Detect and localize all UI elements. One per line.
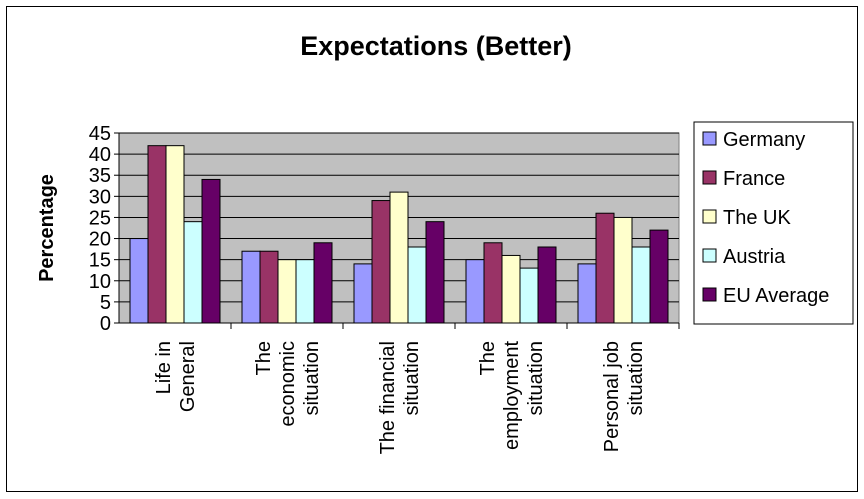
- y-tick-label: 25: [89, 207, 111, 229]
- bar: [425, 221, 445, 324]
- axes-group: [114, 132, 680, 329]
- bar: [537, 246, 557, 324]
- y-tick-label: 40: [89, 144, 111, 166]
- y-tick-label: 0: [100, 313, 111, 335]
- y-tick-label: 35: [89, 165, 111, 187]
- bar: [259, 250, 279, 324]
- bar-chart: Expectations (Better) Percentage 0510152…: [36, 31, 854, 455]
- bar: [631, 246, 651, 324]
- bar: [353, 263, 373, 324]
- category-label: employment: [501, 341, 523, 450]
- legend-label: Germany: [723, 129, 805, 151]
- category-label: situation: [301, 341, 323, 416]
- bar: [501, 254, 521, 324]
- legend-label: EU Average: [723, 285, 829, 307]
- y-tick-label: 15: [89, 250, 111, 272]
- legend-label: France: [723, 168, 785, 190]
- bar: [649, 229, 669, 324]
- legend-box: [693, 121, 854, 325]
- category-label: General: [177, 341, 199, 412]
- legend-swatch: [702, 170, 717, 185]
- category-label: The: [253, 341, 275, 375]
- y-tick-label: 45: [89, 123, 111, 145]
- bar: [595, 212, 615, 324]
- bar: [277, 259, 297, 324]
- legend-swatch: [702, 209, 717, 224]
- legend-label: Austria: [723, 246, 786, 268]
- legend: Germany France The UK Austria EU Average: [693, 121, 854, 325]
- bar: [241, 250, 261, 324]
- category-label: Personal job: [601, 341, 623, 452]
- legend-swatch: [702, 131, 717, 146]
- category-label: situation: [525, 341, 547, 416]
- category-label: Life in: [153, 341, 175, 394]
- legend-swatch: [702, 287, 717, 302]
- y-tick-label: 30: [89, 186, 111, 208]
- category-label: situation: [401, 341, 423, 416]
- bars-group: [129, 145, 669, 324]
- bar: [519, 267, 539, 324]
- bar: [407, 246, 427, 324]
- bar: [483, 242, 503, 324]
- bar: [165, 145, 185, 324]
- y-tick-label: 20: [89, 229, 111, 251]
- y-axis-label: Percentage: [36, 174, 58, 282]
- chart-title: Expectations (Better): [300, 31, 572, 61]
- bar: [129, 238, 149, 324]
- category-labels: Life in General The economic situation The fi…: [153, 341, 647, 455]
- y-tick-label: 5: [100, 292, 111, 314]
- bar: [577, 263, 597, 324]
- bar: [371, 200, 391, 324]
- category-label: situation: [625, 341, 647, 416]
- bar: [147, 145, 167, 324]
- bar: [613, 216, 633, 324]
- legend-swatch: [702, 248, 717, 263]
- y-tick-label: 10: [89, 271, 111, 293]
- category-label: economic: [277, 341, 299, 427]
- bar: [389, 191, 409, 324]
- chart-frame: Expectations (Better) Percentage 0 5 10 15 2…: [6, 6, 858, 492]
- bar: [201, 178, 221, 324]
- bar: [183, 221, 203, 324]
- bar: [465, 259, 485, 324]
- bar: [295, 259, 315, 324]
- category-label: The: [477, 341, 499, 375]
- bar: [313, 242, 333, 324]
- category-label: The financial: [377, 341, 399, 454]
- legend-label: The UK: [723, 207, 791, 229]
